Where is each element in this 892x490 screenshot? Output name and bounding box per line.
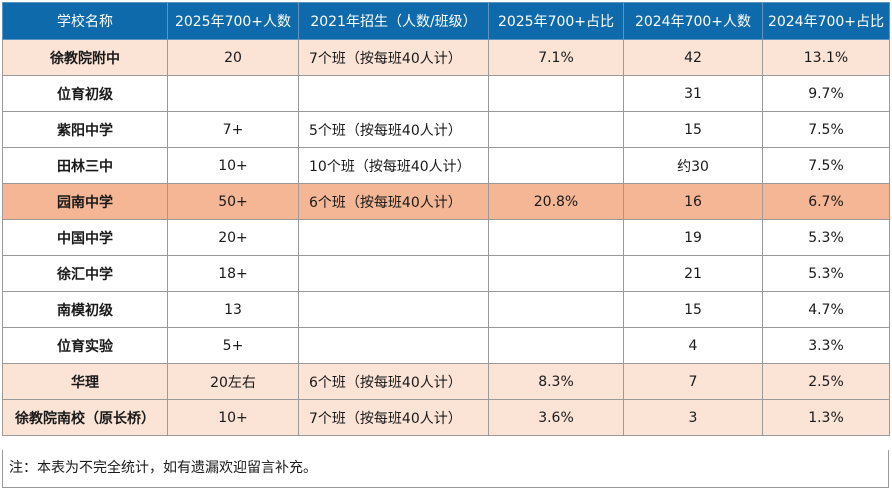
enrollment-2021-cell bbox=[298, 255, 489, 292]
admissions-table-wrapper: 学校名称 2025年700+人数 2021年招生（人数/班级） 2025年700… bbox=[2, 2, 890, 436]
ratio-2025-cell bbox=[488, 327, 624, 364]
ratio-2025-cell bbox=[488, 255, 624, 292]
ratio-2025-cell bbox=[488, 291, 624, 328]
school-name-cell: 位育初级 bbox=[2, 75, 168, 112]
school-name-cell: 紫阳中学 bbox=[2, 111, 168, 148]
ratio-2025-cell: 7.1% bbox=[488, 39, 624, 76]
count-2024-cell: 3 bbox=[623, 399, 763, 436]
enrollment-2021-cell bbox=[298, 291, 489, 328]
ratio-2024-cell: 1.3% bbox=[762, 399, 890, 436]
count-2025-cell: 18+ bbox=[167, 255, 299, 292]
school-name-cell: 徐教院附中 bbox=[2, 39, 168, 76]
table-row: 位育实验 5+ 4 3.3% bbox=[2, 327, 890, 364]
header-2025-count: 2025年700+人数 bbox=[167, 2, 299, 40]
header-2021-enrollment: 2021年招生（人数/班级） bbox=[298, 2, 489, 40]
ratio-2024-cell: 5.3% bbox=[762, 255, 890, 292]
count-2025-cell: 10+ bbox=[167, 399, 299, 436]
table-row: 华理 20左右 6个班（按每班40人计） 8.3% 7 2.5% bbox=[2, 363, 890, 400]
enrollment-2021-cell bbox=[298, 219, 489, 256]
ratio-2024-cell: 7.5% bbox=[762, 111, 890, 148]
count-2024-cell: 16 bbox=[623, 183, 763, 220]
school-name-cell: 徐教院南校（原长桥） bbox=[2, 399, 168, 436]
table-header-row: 学校名称 2025年700+人数 2021年招生（人数/班级） 2025年700… bbox=[2, 2, 890, 40]
count-2024-cell: 31 bbox=[623, 75, 763, 112]
header-2025-ratio: 2025年700+占比 bbox=[488, 2, 624, 40]
school-name-cell: 徐汇中学 bbox=[2, 255, 168, 292]
ratio-2025-cell: 20.8% bbox=[488, 183, 624, 220]
ratio-2024-cell: 13.1% bbox=[762, 39, 890, 76]
enrollment-2021-cell: 7个班（按每班40人计） bbox=[298, 39, 489, 76]
enrollment-2021-cell: 7个班（按每班40人计） bbox=[298, 399, 489, 436]
ratio-2025-cell: 3.6% bbox=[488, 399, 624, 436]
count-2025-cell: 20左右 bbox=[167, 363, 299, 400]
table-row: 徐教院南校（原长桥） 10+ 7个班（按每班40人计） 3.6% 3 1.3% bbox=[2, 399, 890, 436]
ratio-2025-cell bbox=[488, 219, 624, 256]
table-row: 田林三中 10+ 10个班（按每班40人计） 约30 7.5% bbox=[2, 147, 890, 184]
count-2024-cell: 7 bbox=[623, 363, 763, 400]
count-2024-cell: 21 bbox=[623, 255, 763, 292]
count-2025-cell: 10+ bbox=[167, 147, 299, 184]
count-2025-cell: 20 bbox=[167, 39, 299, 76]
count-2025-cell bbox=[167, 75, 299, 112]
table-row: 中国中学 20+ 19 5.3% bbox=[2, 219, 890, 256]
count-2025-cell: 13 bbox=[167, 291, 299, 328]
ratio-2024-cell: 7.5% bbox=[762, 147, 890, 184]
count-2024-cell: 约30 bbox=[623, 147, 763, 184]
school-name-cell: 华理 bbox=[2, 363, 168, 400]
enrollment-2021-cell: 5个班（按每班40人计） bbox=[298, 111, 489, 148]
ratio-2024-cell: 6.7% bbox=[762, 183, 890, 220]
admissions-table: 学校名称 2025年700+人数 2021年招生（人数/班级） 2025年700… bbox=[2, 2, 890, 436]
ratio-2025-cell bbox=[488, 111, 624, 148]
header-school-name: 学校名称 bbox=[2, 2, 168, 40]
count-2025-cell: 7+ bbox=[167, 111, 299, 148]
table-row: 南模初级 13 15 4.7% bbox=[2, 291, 890, 328]
count-2025-cell: 50+ bbox=[167, 183, 299, 220]
ratio-2024-cell: 4.7% bbox=[762, 291, 890, 328]
count-2025-cell: 20+ bbox=[167, 219, 299, 256]
header-2024-count: 2024年700+人数 bbox=[623, 2, 763, 40]
count-2024-cell: 42 bbox=[623, 39, 763, 76]
school-name-cell: 中国中学 bbox=[2, 219, 168, 256]
school-name-cell: 田林三中 bbox=[2, 147, 168, 184]
school-name-cell: 位育实验 bbox=[2, 327, 168, 364]
school-name-cell: 园南中学 bbox=[2, 183, 168, 220]
table-row: 园南中学 50+ 6个班（按每班40人计） 20.8% 16 6.7% bbox=[2, 183, 890, 220]
ratio-2024-cell: 3.3% bbox=[762, 327, 890, 364]
ratio-2024-cell: 2.5% bbox=[762, 363, 890, 400]
enrollment-2021-cell: 10个班（按每班40人计） bbox=[298, 147, 489, 184]
header-2024-ratio: 2024年700+占比 bbox=[762, 2, 890, 40]
table-footnote: 注：本表为不完全统计，如有遗漏欢迎留言补充。 bbox=[2, 450, 889, 488]
ratio-2025-cell bbox=[488, 75, 624, 112]
enrollment-2021-cell: 6个班（按每班40人计） bbox=[298, 183, 489, 220]
enrollment-2021-cell: 6个班（按每班40人计） bbox=[298, 363, 489, 400]
ratio-2025-cell bbox=[488, 147, 624, 184]
count-2024-cell: 19 bbox=[623, 219, 763, 256]
school-name-cell: 南模初级 bbox=[2, 291, 168, 328]
table-row: 徐汇中学 18+ 21 5.3% bbox=[2, 255, 890, 292]
count-2024-cell: 4 bbox=[623, 327, 763, 364]
enrollment-2021-cell bbox=[298, 327, 489, 364]
table-row: 位育初级 31 9.7% bbox=[2, 75, 890, 112]
enrollment-2021-cell bbox=[298, 75, 489, 112]
ratio-2024-cell: 5.3% bbox=[762, 219, 890, 256]
count-2024-cell: 15 bbox=[623, 291, 763, 328]
ratio-2024-cell: 9.7% bbox=[762, 75, 890, 112]
table-row: 紫阳中学 7+ 5个班（按每班40人计） 15 7.5% bbox=[2, 111, 890, 148]
count-2024-cell: 15 bbox=[623, 111, 763, 148]
count-2025-cell: 5+ bbox=[167, 327, 299, 364]
table-row: 徐教院附中 20 7个班（按每班40人计） 7.1% 42 13.1% bbox=[2, 39, 890, 76]
ratio-2025-cell: 8.3% bbox=[488, 363, 624, 400]
